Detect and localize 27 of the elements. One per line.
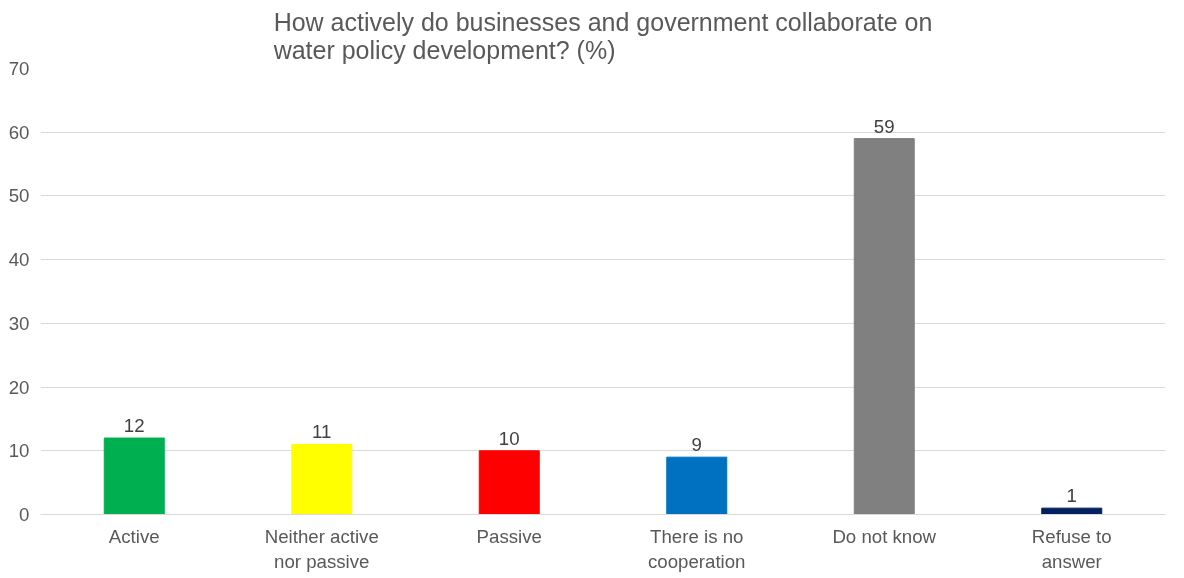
data-label: 1	[1066, 485, 1077, 507]
y-tick-label: 30	[8, 312, 30, 334]
chart-title: How actively do businesses and government collaborate on water policy development? (%)	[272, 7, 933, 64]
data-label: 10	[498, 427, 520, 449]
y-tick-label: 60	[8, 121, 30, 143]
x-tick-label: There is no cooperation	[648, 525, 746, 572]
x-tick-label: Do not know	[832, 525, 937, 547]
x-tick-label: Refuse to answer	[1031, 525, 1112, 572]
bar	[291, 443, 353, 515]
bar	[478, 450, 540, 515]
y-tick-label: 70	[8, 58, 30, 79]
bar	[853, 138, 915, 515]
bar	[666, 456, 728, 515]
x-tick-label: Active	[108, 525, 160, 547]
y-tick-label: 10	[8, 440, 30, 462]
data-label: 11	[312, 421, 332, 443]
y-tick-label: 0	[19, 504, 30, 525]
y-tick-label: 20	[8, 376, 30, 398]
data-label: 9	[691, 434, 702, 456]
x-tick-label: Passive	[476, 525, 542, 547]
y-tick-label: 50	[8, 185, 30, 207]
data-label: 12	[123, 415, 145, 437]
x-tick-label: Neither active nor passive	[264, 525, 379, 572]
bar	[103, 437, 165, 515]
data-label: 59	[873, 115, 895, 137]
y-tick-label: 40	[8, 249, 30, 271]
bar	[1041, 507, 1103, 515]
